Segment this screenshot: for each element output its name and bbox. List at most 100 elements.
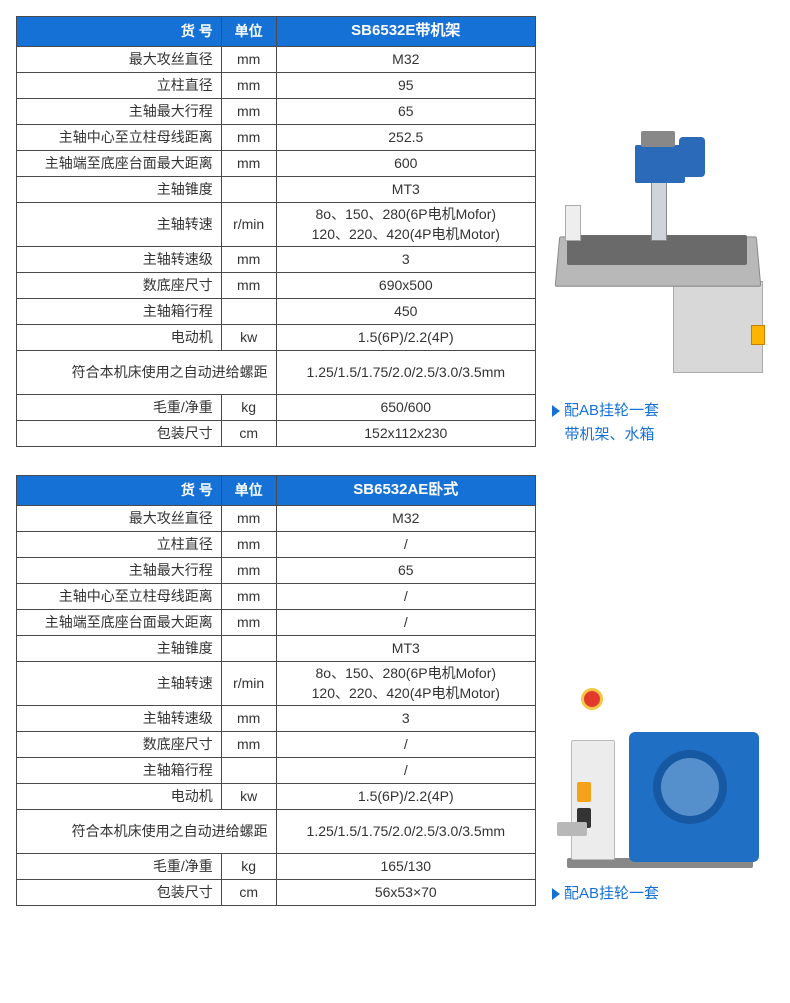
param-name: 主轴转速 (17, 662, 222, 706)
param-name: 包装尺寸 (17, 421, 222, 447)
param-unit (221, 177, 276, 203)
param-value: 65 (276, 558, 535, 584)
param-value: 8o、150、280(6P电机Mofor)120、220、420(4P电机Mot… (276, 662, 535, 706)
param-value: 650/600 (276, 395, 535, 421)
param-name: 电动机 (17, 325, 222, 351)
caption-1: 配AB挂轮一套 带机架、水箱 (552, 399, 659, 447)
param-unit: r/min (221, 662, 276, 706)
table-row: 符合本机床使用之自动进给螺距1.25/1.5/1.75/2.0/2.5/3.0/… (17, 351, 536, 395)
param-value: / (276, 758, 535, 784)
param-value: M32 (276, 47, 535, 73)
caption-2: 配AB挂轮一套 (552, 882, 659, 906)
param-unit: mm (221, 584, 276, 610)
table-row: 主轴端至底座台面最大距离mm/ (17, 610, 536, 636)
table-row: 电动机kw1.5(6P)/2.2(4P) (17, 784, 536, 810)
param-value: 600 (276, 151, 535, 177)
table-row: 主轴最大行程mm65 (17, 558, 536, 584)
table-row: 主轴转速级mm3 (17, 247, 536, 273)
param-value: M32 (276, 506, 535, 532)
param-unit: mm (221, 151, 276, 177)
param-name: 主轴锥度 (17, 636, 222, 662)
param-value: MT3 (276, 177, 535, 203)
param-name: 主轴端至底座台面最大距离 (17, 610, 222, 636)
param-unit: mm (221, 47, 276, 73)
param-value: 56x53×70 (276, 880, 535, 906)
param-unit: mm (221, 732, 276, 758)
param-unit: mm (221, 73, 276, 99)
table-row: 立柱直径mm95 (17, 73, 536, 99)
param-name: 毛重/净重 (17, 395, 222, 421)
param-unit: mm (221, 532, 276, 558)
param-name: 主轴转速级 (17, 706, 222, 732)
spec-table-2: 货 号 单位 SB6532AE卧式 最大攻丝直径mmM32立柱直径mm/主轴最大… (16, 475, 536, 906)
table-row: 毛重/净重kg165/130 (17, 854, 536, 880)
param-unit: cm (221, 421, 276, 447)
param-value: 165/130 (276, 854, 535, 880)
param-unit: kw (221, 784, 276, 810)
header-model-2: SB6532AE卧式 (276, 476, 535, 506)
param-value: 3 (276, 247, 535, 273)
param-value: 252.5 (276, 125, 535, 151)
triangle-icon (552, 405, 560, 417)
param-unit: mm (221, 506, 276, 532)
param-unit: mm (221, 247, 276, 273)
param-name: 立柱直径 (17, 73, 222, 99)
caption-2-text: 配AB挂轮一套 (564, 885, 659, 902)
param-unit: kw (221, 325, 276, 351)
param-value: 152x112x230 (276, 421, 535, 447)
table-row: 立柱直径mm/ (17, 532, 536, 558)
param-name: 主轴中心至立柱母线距离 (17, 125, 222, 151)
param-unit: mm (221, 99, 276, 125)
param-unit: mm (221, 610, 276, 636)
param-unit: kg (221, 395, 276, 421)
table-row: 主轴中心至立柱母线距离mm252.5 (17, 125, 536, 151)
param-name: 符合本机床使用之自动进给螺距 (17, 351, 277, 395)
param-unit (221, 299, 276, 325)
triangle-icon (552, 888, 560, 900)
table-row: 主轴转速r/min8o、150、280(6P电机Mofor)120、220、42… (17, 203, 536, 247)
param-value: 1.25/1.5/1.75/2.0/2.5/3.0/3.5mm (276, 351, 535, 395)
header-model-1: SB6532E带机架 (276, 17, 535, 47)
param-value: 95 (276, 73, 535, 99)
param-name: 最大攻丝直径 (17, 47, 222, 73)
table-row: 数底座尺寸mm/ (17, 732, 536, 758)
header-item-no: 货 号 (17, 17, 222, 47)
table-row: 主轴端至底座台面最大距离mm600 (17, 151, 536, 177)
param-name: 主轴转速 (17, 203, 222, 247)
param-value: 690x500 (276, 273, 535, 299)
spec-block-2: 货 号 单位 SB6532AE卧式 最大攻丝直径mmM32立柱直径mm/主轴最大… (0, 459, 790, 918)
header-item-no: 货 号 (17, 476, 222, 506)
header-unit: 单位 (221, 476, 276, 506)
caption-1-line-1: 配AB挂轮一套 (564, 402, 659, 419)
param-name: 最大攻丝直径 (17, 506, 222, 532)
param-unit: kg (221, 854, 276, 880)
param-name: 包装尺寸 (17, 880, 222, 906)
header-unit: 单位 (221, 17, 276, 47)
param-name: 数底座尺寸 (17, 273, 222, 299)
param-unit: mm (221, 273, 276, 299)
param-value: 3 (276, 706, 535, 732)
param-name: 主轴箱行程 (17, 758, 222, 784)
param-value: MT3 (276, 636, 535, 662)
param-name: 主轴转速级 (17, 247, 222, 273)
param-name: 主轴锥度 (17, 177, 222, 203)
table-row: 最大攻丝直径mmM32 (17, 506, 536, 532)
param-value: 450 (276, 299, 535, 325)
param-name: 毛重/净重 (17, 854, 222, 880)
table-row: 主轴箱行程 / (17, 758, 536, 784)
param-value: / (276, 732, 535, 758)
param-unit: mm (221, 125, 276, 151)
param-name: 立柱直径 (17, 532, 222, 558)
table-row: 符合本机床使用之自动进给螺距1.25/1.5/1.75/2.0/2.5/3.0/… (17, 810, 536, 854)
machine-image-1 (552, 131, 772, 391)
param-value: / (276, 610, 535, 636)
param-name: 主轴最大行程 (17, 558, 222, 584)
param-value: 65 (276, 99, 535, 125)
param-value: 1.25/1.5/1.75/2.0/2.5/3.0/3.5mm (276, 810, 535, 854)
param-name: 数底座尺寸 (17, 732, 222, 758)
machine-image-2 (552, 684, 772, 874)
table-row: 主轴转速级mm3 (17, 706, 536, 732)
table-row: 主轴最大行程mm65 (17, 99, 536, 125)
product-panel-2: 配AB挂轮一套 (552, 684, 772, 906)
param-name: 主轴端至底座台面最大距离 (17, 151, 222, 177)
